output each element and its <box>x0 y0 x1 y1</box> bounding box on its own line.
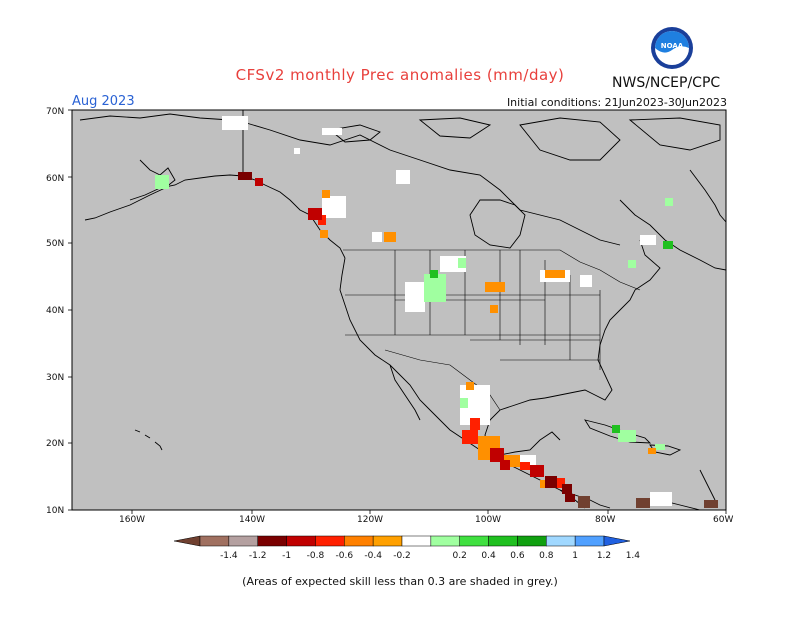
forecast-month: Aug 2023 <box>72 94 135 109</box>
agency-label: NWS/NCEP/CPC <box>612 75 721 91</box>
lat-label-50n: 50N <box>46 239 64 249</box>
boundaries <box>343 249 641 411</box>
lon-label-140w: 140W <box>239 515 265 525</box>
initial-conditions: Initial conditions: 21Jun2023-30Jun2023 <box>506 96 727 109</box>
anomaly-cells <box>155 116 718 508</box>
noaa-logo-text: NOAA <box>661 42 684 50</box>
noaa-logo: NOAA <box>651 27 693 69</box>
skill-note: (Areas of expected skill less than 0.3 a… <box>242 575 558 588</box>
lon-label-120w: 120W <box>357 515 383 525</box>
axis-ticks <box>68 109 727 514</box>
lat-label-10n: 10N <box>46 506 64 516</box>
lat-label-20n: 20N <box>46 439 64 449</box>
lat-labels: 70N 60N 50N 40N 30N 20N 10N <box>46 107 64 516</box>
lon-labels: 160W 140W 120W 100W 80W 60W <box>119 515 733 525</box>
lon-label-80w: 80W <box>595 515 615 525</box>
lat-label-30n: 30N <box>46 373 64 383</box>
map-title: CFSv2 monthly Prec anomalies (mm/day) <box>235 66 565 84</box>
lat-label-40n: 40N <box>46 306 64 316</box>
lat-label-60n: 60N <box>46 174 64 184</box>
lat-label-70n: 70N <box>46 107 64 117</box>
lon-label-160w: 160W <box>119 515 145 525</box>
lon-label-60w: 60W <box>713 515 733 525</box>
coastlines <box>79 110 727 511</box>
lon-label-100w: 100W <box>475 515 501 525</box>
